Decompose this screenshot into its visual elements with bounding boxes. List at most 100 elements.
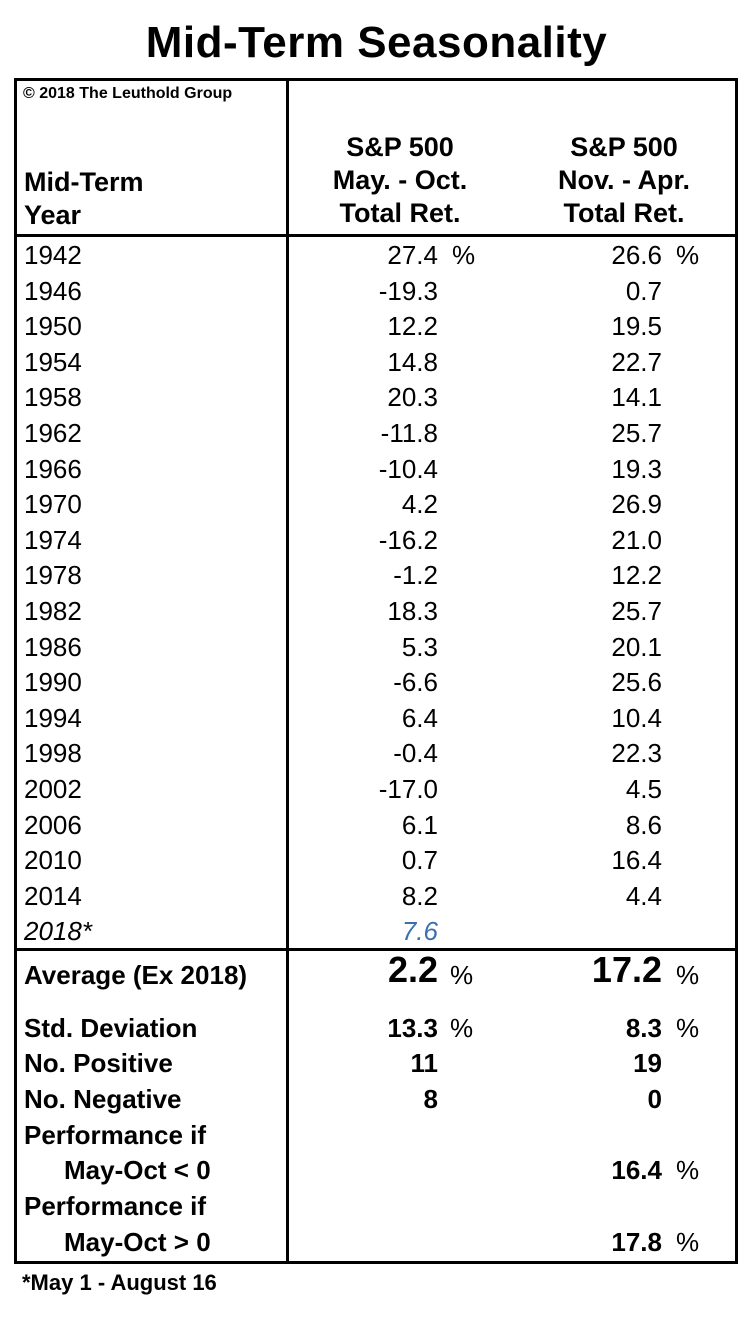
page-title: Mid-Term Seasonality <box>145 18 608 67</box>
pct-sign: % <box>450 1013 474 1043</box>
row-may-oct: 8.2 <box>401 881 438 911</box>
row-may-oct: -1.2 <box>393 560 438 590</box>
row-nov-apr: 25.7 <box>611 596 662 626</box>
row-nov-apr: 4.5 <box>625 774 662 804</box>
positive-may-oct: 11 <box>410 1048 439 1078</box>
row-may-oct: -17.0 <box>378 774 438 804</box>
negative-may-oct: 8 <box>423 1084 438 1114</box>
row-may-oct: -10.4 <box>378 454 438 484</box>
row-year: 2014 <box>24 881 82 911</box>
row-may-oct: -19.3 <box>378 276 438 306</box>
header-may-oct-line2: May. - Oct. <box>332 165 468 195</box>
row-year: 1994 <box>24 703 82 733</box>
row-year: 1950 <box>24 311 82 341</box>
row-nov-apr: 0.7 <box>625 276 662 306</box>
row-nov-apr: 4.4 <box>625 881 662 911</box>
std-may-oct: 13.3 <box>387 1013 438 1043</box>
row-nov-apr: 25.7 <box>611 418 662 448</box>
row-year: 1974 <box>24 525 82 555</box>
row-year: 1958 <box>24 382 82 412</box>
row-nov-apr: 22.3 <box>611 738 662 768</box>
row-year: 2002 <box>24 774 82 804</box>
header-nov-apr: S&P 500 Nov. - Apr. Total Ret. <box>524 131 724 230</box>
average-nov-apr: 17.2 <box>591 949 662 990</box>
row-year: 2006 <box>24 810 82 840</box>
header-nov-apr-line3: Total Ret. <box>563 198 685 228</box>
row-may-oct: 6.1 <box>401 810 438 840</box>
row-nov-apr: 20.1 <box>611 632 662 662</box>
row-nov-apr: 19.5 <box>611 311 662 341</box>
row-year: 1946 <box>24 276 82 306</box>
header-may-oct-line1: S&P 500 <box>346 132 454 162</box>
perf-neg-label-line2: May-Oct < 0 <box>64 1155 211 1185</box>
row-may-oct: 18.3 <box>387 596 438 626</box>
row-may-oct: -11.8 <box>380 418 438 448</box>
row-may-oct: -16.2 <box>378 525 438 555</box>
row-may-oct: 0.7 <box>401 845 438 875</box>
header-may-oct: S&P 500 May. - Oct. Total Ret. <box>300 131 500 230</box>
header-may-oct-line3: Total Ret. <box>339 198 461 228</box>
pct-sign: % <box>676 240 700 270</box>
row-nov-apr: 12.2 <box>611 560 662 590</box>
row-may-oct: -6.6 <box>393 667 438 697</box>
row-nov-apr: 16.4 <box>611 845 662 875</box>
header-year: Mid-Term Year <box>24 166 144 232</box>
pct-sign: % <box>676 1227 700 1257</box>
row-year: 1942 <box>24 240 82 270</box>
perf-neg-nov-apr: 16.4 <box>611 1155 662 1185</box>
negative-nov-apr: 0 <box>647 1084 662 1114</box>
perf-neg-label-line1: Performance if <box>24 1120 207 1150</box>
std-label: Std. Deviation <box>24 1013 198 1043</box>
pct-sign: % <box>676 1155 700 1185</box>
row-may-oct: 12.2 <box>387 311 438 341</box>
row-year: 1962 <box>24 418 82 448</box>
negative-label: No. Negative <box>24 1084 182 1114</box>
footnote: *May 1 - August 16 <box>22 1270 217 1295</box>
std-nov-apr: 8.3 <box>625 1013 662 1043</box>
pct-sign: % <box>452 240 476 270</box>
header-year-line2: Year <box>24 200 82 230</box>
row-year: 1954 <box>24 347 82 377</box>
average-may-oct: 2.2 <box>387 949 438 990</box>
header-nov-apr-line1: S&P 500 <box>570 132 678 162</box>
pct-sign: % <box>676 1013 700 1043</box>
column-divider <box>286 78 289 1264</box>
row-nov-apr: 26.6 <box>611 240 662 270</box>
seasonality-table <box>14 78 738 1264</box>
row-year: 1986 <box>24 632 82 662</box>
row-year: 1998 <box>24 738 82 768</box>
row-year: 1966 <box>24 454 82 484</box>
positive-nov-apr: 19 <box>633 1048 662 1078</box>
row-nov-apr: 25.6 <box>611 667 662 697</box>
row-year: 1978 <box>24 560 82 590</box>
copyright-text: © 2018 The Leuthold Group <box>23 85 233 102</box>
summary-divider <box>14 948 738 951</box>
row-may-oct: 5.3 <box>401 632 438 662</box>
positive-label: No. Positive <box>24 1048 173 1078</box>
row-nov-apr: 19.3 <box>611 454 662 484</box>
perf-pos-nov-apr: 17.8 <box>611 1227 662 1257</box>
row-may-oct: 7.6 <box>401 916 438 946</box>
row-may-oct: 14.8 <box>387 347 438 377</box>
header-nov-apr-line2: Nov. - Apr. <box>557 165 690 195</box>
row-year: 1990 <box>24 667 82 697</box>
row-may-oct: 20.3 <box>387 382 438 412</box>
row-may-oct: 27.4 <box>387 240 438 270</box>
pct-sign: % <box>450 960 474 990</box>
row-year: 1970 <box>24 489 82 519</box>
perf-pos-label-line2: May-Oct > 0 <box>64 1227 211 1257</box>
row-nov-apr: 10.4 <box>611 703 662 733</box>
row-nov-apr: 14.1 <box>611 382 662 412</box>
row-nov-apr: 8.6 <box>625 810 662 840</box>
row-year: 1982 <box>24 596 82 626</box>
row-year: 2010 <box>24 845 82 875</box>
row-year: 2018* <box>24 916 92 946</box>
header-year-line1: Mid-Term <box>24 167 144 197</box>
row-may-oct: -0.4 <box>393 738 438 768</box>
row-may-oct: 6.4 <box>401 703 438 733</box>
row-nov-apr: 21.0 <box>611 525 662 555</box>
average-label: Average (Ex 2018) <box>24 960 248 990</box>
row-may-oct: 4.2 <box>401 489 438 519</box>
perf-pos-label-line1: Performance if <box>24 1191 207 1221</box>
row-nov-apr: 26.9 <box>611 489 662 519</box>
